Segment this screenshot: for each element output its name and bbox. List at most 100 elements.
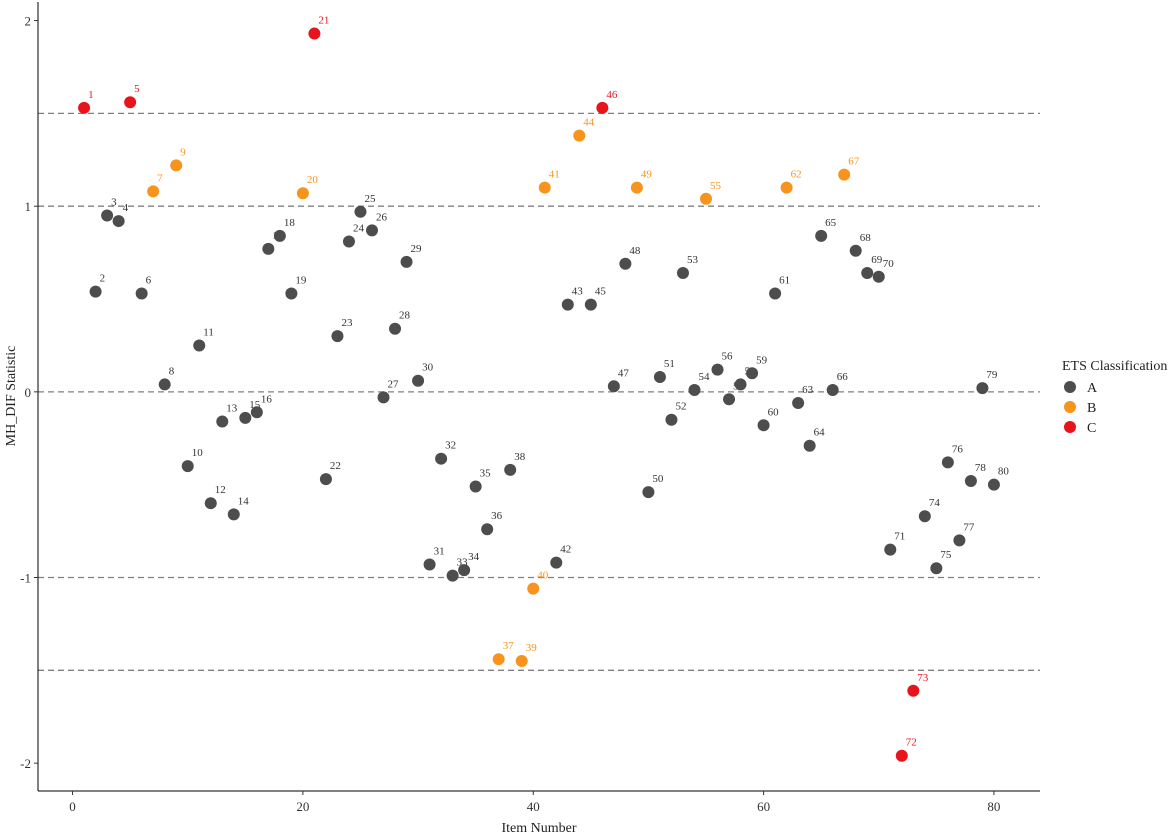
data-point-label: 30 [422,362,434,374]
data-point [895,749,908,762]
data-point [872,270,885,283]
data-point [987,478,1000,491]
data-point-label: 38 [514,451,526,463]
x-axis-title: Item Number [501,821,576,836]
data-point [112,215,125,228]
data-point-group: 56 [711,351,733,376]
data-point-label: 71 [894,531,905,543]
y-ticks: -2 -1 0 1 2 [20,14,38,771]
data-point-group: 45 [584,286,606,311]
data-point-label: 75 [940,549,952,561]
legend-key [1064,421,1076,433]
data-point-label: 13 [226,403,238,415]
data-point-group: 14 [227,495,250,521]
data-point-label: 59 [756,354,768,366]
data-point-group: 31 [423,546,445,571]
data-point-group: 21 [308,15,329,40]
data-point [423,558,436,571]
data-point-label: 74 [929,497,941,509]
data-point [642,486,655,499]
data-point-label: 39 [526,642,538,654]
data-point [515,655,528,668]
data-point-group: 37 [492,640,514,666]
data-point [676,267,689,280]
legend: ETS Classification ABC [1062,359,1167,436]
data-point-label: 50 [652,473,664,485]
data-point-group: 13 [216,403,238,428]
data-point-label: 70 [883,258,895,270]
data-point-group: 43 [561,286,583,311]
data-point [331,330,344,343]
data-point-label: 55 [710,180,722,192]
data-point-group: 80 [987,466,1010,491]
data-point-group: 24 [342,222,364,248]
data-point [815,229,828,242]
data-point [412,374,425,387]
data-point-label: 10 [192,447,204,459]
x-tick-label: 40 [527,799,540,814]
data-point-label: 61 [779,274,790,286]
data-point-label: 80 [998,466,1010,478]
data-point-group: 60 [757,406,779,432]
data-point [158,378,171,391]
data-point-label: 6 [146,274,152,286]
data-point-group: 36 [481,510,503,536]
data-point-label: 34 [468,551,480,563]
data-point [446,569,459,582]
data-point [435,452,448,465]
data-point-label: 79 [986,369,998,381]
data-point-label: 20 [307,174,319,186]
data-point-label: 51 [664,358,675,370]
data-point-label: 28 [399,310,411,322]
data-point-label: 5 [134,83,140,95]
data-point [803,439,816,452]
data-point [181,460,194,473]
data-point [308,27,321,40]
legend-title: ETS Classification [1062,359,1167,374]
data-point [780,181,793,194]
data-point-label: 67 [848,156,860,168]
legend-label: B [1087,401,1096,416]
data-point [561,298,574,311]
data-point-label: 23 [341,317,353,329]
data-point-label: 22 [330,460,341,472]
data-point-group: 64 [803,427,825,452]
data-point-group: 7 [147,172,163,198]
data-point-group: 51 [653,358,675,384]
data-point [573,129,586,142]
y-tick-label: 2 [25,14,32,29]
data-point [342,235,355,248]
data-point-label: 19 [295,274,307,286]
data-point [377,391,390,404]
data-point-label: 72 [906,737,917,749]
data-point-label: 35 [480,468,492,480]
data-point-label: 48 [629,245,641,257]
data-point-group: 16 [250,393,272,419]
legend-label: C [1087,421,1096,436]
x-ticks: 0 20 40 60 80 [69,791,1000,814]
x-tick-label: 0 [69,799,76,814]
data-point-label: 8 [169,365,175,377]
data-point [630,181,643,194]
data-point-group: 70 [872,258,895,283]
data-point-group: 10 [181,447,204,473]
data-point [170,159,183,172]
data-point [135,287,148,300]
data-point [826,384,839,397]
x-tick-label: 20 [296,799,309,814]
data-point-group: 39 [515,642,538,668]
data-point-group: 22 [319,460,341,486]
data-point-label: 46 [606,89,618,101]
data-point-group: 79 [976,369,998,395]
data-point [665,413,678,426]
data-point [89,285,102,298]
data-point-group: 77 [953,521,975,547]
y-tick-label: 1 [25,199,32,214]
data-point-group: 19 [285,274,307,300]
legend-key [1064,381,1076,393]
data-point-label: 66 [837,371,849,383]
data-point-label: 14 [238,495,250,507]
data-point-group: 15 [239,399,261,424]
data-points: 1234567891011121314151617181920212223242… [78,15,1009,762]
data-point-group: 61 [769,274,790,300]
